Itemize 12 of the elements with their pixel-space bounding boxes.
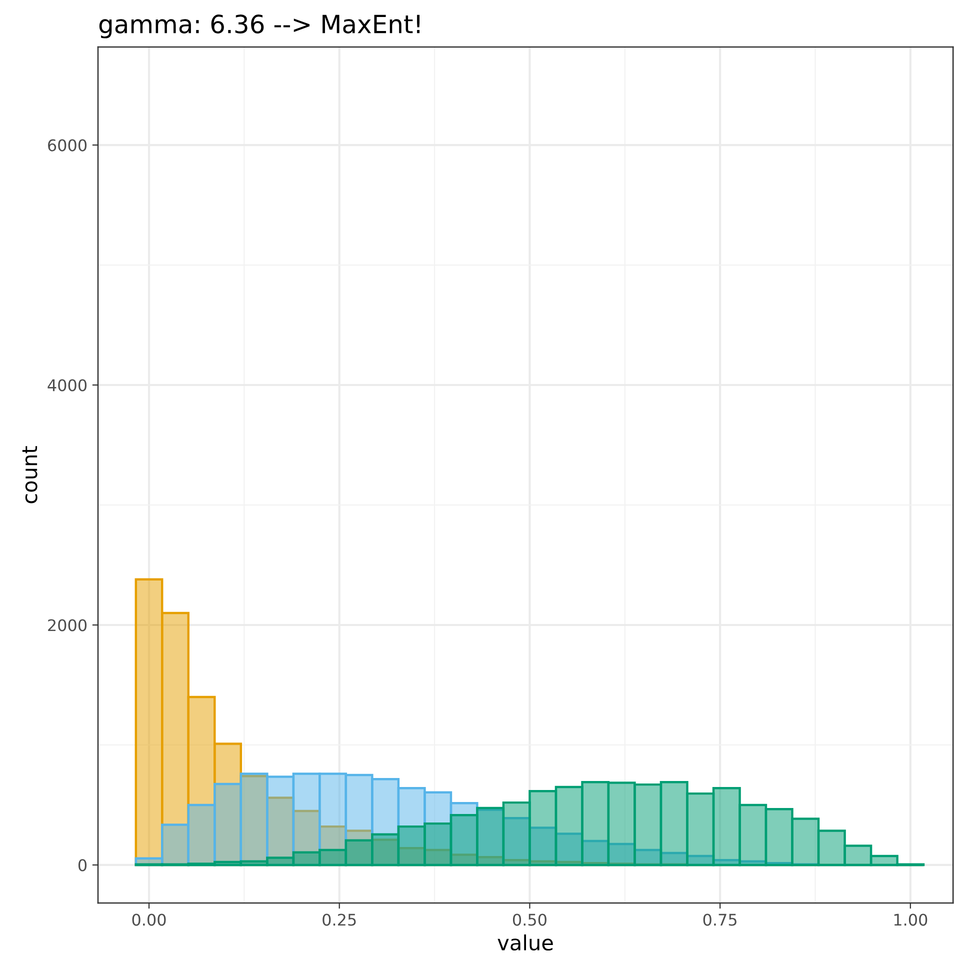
- x-tick-label: 0.00: [132, 914, 166, 926]
- x-tick-label: 0.50: [512, 914, 546, 926]
- x-tick-label: 1.00: [894, 914, 928, 926]
- y-tick-label: 0: [78, 859, 87, 872]
- x-tick-label: 0.25: [322, 914, 356, 926]
- x-axis-title: value: [498, 934, 553, 951]
- chart-title: gamma: 6.36 --> MaxEnt!: [99, 14, 420, 38]
- y-tick-label: 4000: [48, 379, 87, 392]
- x-tick-label: 0.75: [703, 914, 736, 926]
- y-tick-label: 6000: [48, 139, 87, 152]
- y-tick-label: 2000: [48, 619, 87, 632]
- y-axis-title: count: [22, 446, 38, 504]
